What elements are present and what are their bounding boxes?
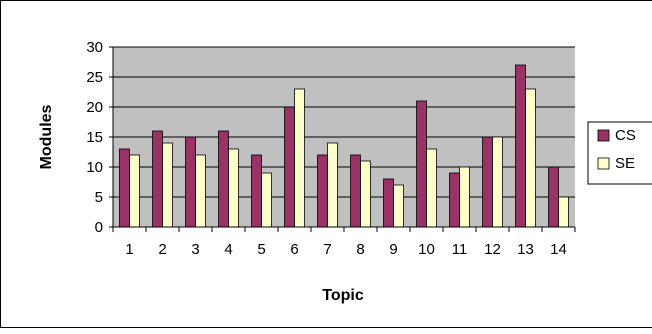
legend: CS SE: [588, 122, 652, 184]
x-tick-label: 12: [484, 241, 501, 258]
bar-cs-6: [285, 107, 295, 227]
x-tick-label: 1: [125, 241, 133, 258]
bar-cs-10: [417, 101, 427, 227]
bar-se-8: [361, 161, 371, 227]
legend-swatch-cs: [598, 130, 609, 141]
y-tick-label: 25: [86, 69, 103, 86]
x-tick-label: 13: [517, 241, 534, 258]
x-axis-title: Topic: [322, 287, 364, 304]
bar-cs-1: [120, 149, 130, 227]
legend-label-se: SE: [615, 155, 635, 172]
bar-cs-11: [450, 173, 460, 227]
bar-cs-2: [153, 131, 163, 227]
bar-cs-12: [483, 137, 493, 227]
x-tick-label: 8: [356, 241, 364, 258]
bar-se-7: [328, 143, 338, 227]
bar-cs-3: [186, 137, 196, 227]
x-tick-label: 10: [418, 241, 435, 258]
plot-area: [113, 47, 575, 227]
x-tick-label: 7: [323, 241, 331, 258]
bar-se-2: [163, 143, 173, 227]
bar-cs-9: [384, 179, 394, 227]
x-tick-label: 3: [191, 241, 199, 258]
bar-cs-5: [252, 155, 262, 227]
x-tick-label: 2: [158, 241, 166, 258]
bar-se-4: [229, 149, 239, 227]
bar-se-11: [460, 167, 470, 227]
y-tick-label: 0: [95, 219, 103, 236]
bar-se-13: [526, 89, 536, 227]
y-tick-label: 15: [86, 129, 103, 146]
bar-se-9: [394, 185, 404, 227]
bar-cs-13: [516, 65, 526, 227]
bar-se-14: [559, 197, 569, 227]
bar-se-5: [262, 173, 272, 227]
bar-cs-7: [318, 155, 328, 227]
y-tick-label: 5: [95, 189, 103, 206]
y-tick-label: 10: [86, 159, 103, 176]
x-tick-label: 6: [290, 241, 298, 258]
x-tick-label: 14: [550, 241, 567, 258]
bar-cs-14: [549, 167, 559, 227]
bar-se-3: [196, 155, 206, 227]
y-tick-label: 30: [86, 39, 103, 56]
legend-label-cs: CS: [615, 127, 636, 144]
x-tick-label: 5: [257, 241, 265, 258]
x-tick-label: 11: [452, 241, 468, 258]
bar-cs-4: [219, 131, 229, 227]
y-tick-label: 20: [86, 99, 103, 116]
x-tick-label: 4: [224, 241, 232, 258]
bar-se-12: [493, 137, 503, 227]
bar-cs-8: [351, 155, 361, 227]
bar-se-1: [130, 155, 140, 227]
x-tick-label: 9: [389, 241, 397, 258]
bar-se-6: [295, 89, 305, 227]
legend-swatch-se: [598, 158, 609, 169]
y-axis-title: Modules: [38, 104, 55, 169]
bar-se-10: [427, 149, 437, 227]
